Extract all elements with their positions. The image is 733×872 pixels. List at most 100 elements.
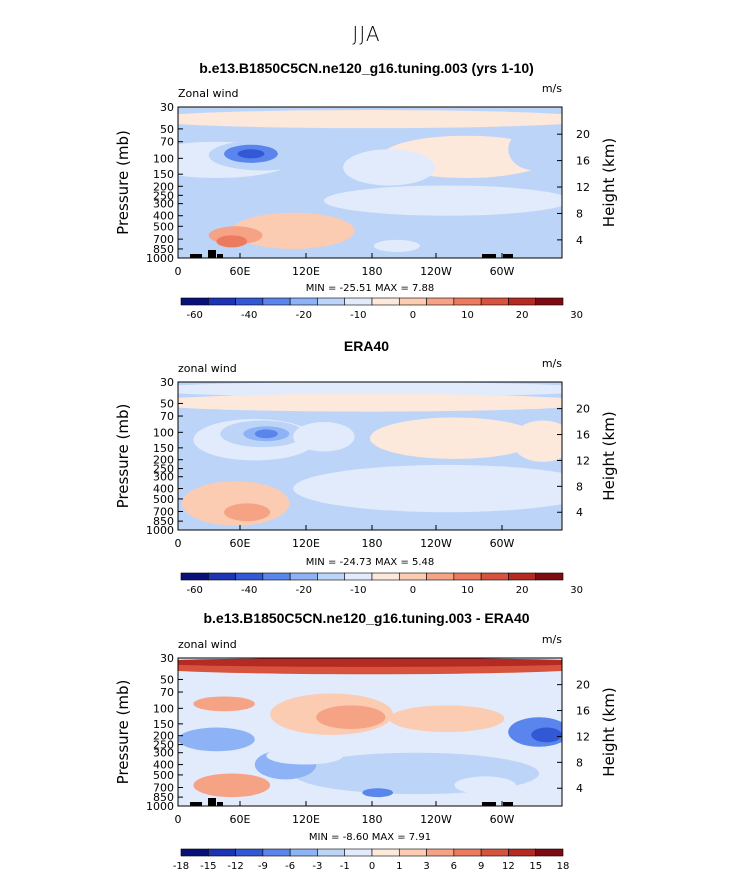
contour-fill: [178, 382, 562, 526]
colorbar-swatch: [207, 848, 236, 857]
y-tick-label: 150: [153, 168, 174, 181]
y-tick-label: 300: [153, 471, 174, 484]
colorbar-label: 0: [410, 585, 416, 596]
colorbar-swatch: [453, 848, 482, 857]
contour-region: [362, 788, 394, 798]
plot-frame: [177, 657, 563, 807]
colorbar-label: 0: [410, 310, 416, 321]
colorbar-swatch: [453, 572, 482, 581]
contour-region: [254, 429, 278, 439]
y2-tick-label: 4: [576, 234, 583, 247]
y2-tick-label: 8: [576, 207, 583, 220]
units-label: m/s: [542, 82, 562, 95]
y2-axis-title: Height (km): [600, 411, 618, 500]
colorbar-swatch: [480, 848, 509, 857]
colorbar-swatch: [344, 297, 373, 306]
y-axis-title: Pressure (mb): [114, 680, 132, 785]
colorbar-label: -1: [340, 861, 350, 872]
colorbar-swatch: [480, 572, 509, 581]
colorbar-swatch: [535, 572, 564, 581]
panel-3: zonal wind m/s305070100150200250300400500…: [114, 633, 618, 872]
y-tick-label: 150: [153, 442, 174, 455]
colorbar-swatch: [371, 572, 400, 581]
colorbar-swatch: [207, 572, 236, 581]
y-tick-label: 300: [153, 198, 174, 211]
colorbar-label: 0: [369, 861, 375, 872]
colorbar-swatch: [426, 848, 455, 857]
y2-tick-label: 16: [576, 705, 590, 718]
colorbar-label: -40: [241, 585, 257, 596]
y2-axis-title: Height (km): [600, 138, 618, 227]
topography-mark: [190, 802, 202, 806]
y-tick-label: 200: [153, 180, 174, 193]
corner-label-left: Zonal wind: [178, 87, 239, 100]
y2-tick-label: 20: [576, 128, 590, 141]
x-tick-label: 120E: [292, 265, 320, 278]
colorbar-label: -10: [350, 585, 366, 596]
colorbar-swatch: [426, 297, 455, 306]
x-tick-label: 60E: [230, 537, 251, 550]
colorbar-label: 20: [516, 310, 529, 321]
x-tick-label: 60W: [490, 813, 515, 826]
colorbar-swatch: [235, 297, 264, 306]
x-tick-label: 120W: [420, 537, 452, 550]
topography-mark: [208, 798, 216, 806]
contour-region: [266, 746, 344, 765]
panel-1: Zonal wind m/s305070100150200250300400500…: [114, 82, 618, 321]
y2-tick-label: 12: [576, 181, 590, 194]
contour-region: [231, 212, 355, 249]
y-tick-label: 250: [153, 189, 174, 202]
y-tick-label: 100: [153, 152, 174, 165]
x-tick-label: 60E: [230, 813, 251, 826]
contour-region: [293, 421, 355, 452]
min-max-stats: MIN = -8.60 MAX = 7.91: [309, 832, 431, 843]
units-label: m/s: [542, 357, 562, 370]
y-axis-title: Pressure (mb): [114, 404, 132, 509]
x-tick-label: 120W: [420, 265, 452, 278]
colorbar-swatch: [426, 572, 455, 581]
colorbar-swatch: [535, 297, 564, 306]
plot-frame: [177, 381, 563, 531]
corner-label-left: zonal wind: [178, 362, 237, 375]
colorbar-label: 3: [423, 861, 429, 872]
y-tick-label: 500: [153, 220, 174, 233]
y-tick-label: 500: [153, 769, 174, 782]
y-tick-label: 70: [160, 136, 174, 149]
y-tick-label: 400: [153, 210, 174, 223]
colorbar-swatch: [262, 297, 291, 306]
colorbar-swatch: [535, 848, 564, 857]
y2-tick-label: 12: [576, 454, 590, 467]
topography-mark: [208, 250, 216, 258]
colorbar-label: 18: [557, 861, 570, 872]
contour-region: [531, 727, 562, 743]
topography-mark: [217, 802, 223, 806]
contour-region: [316, 705, 386, 730]
contour-region: [343, 149, 436, 186]
colorbar-swatch: [289, 572, 318, 581]
y2-tick-label: 20: [576, 403, 590, 416]
contour-region: [373, 239, 420, 252]
units-label: m/s: [542, 633, 562, 646]
y-tick-label: 50: [160, 673, 174, 686]
contour-region: [389, 705, 505, 732]
colorbar-swatch: [480, 297, 509, 306]
contour-region: [512, 420, 562, 462]
x-tick-label: 120W: [420, 813, 452, 826]
min-max-stats: MIN = -24.73 MAX = 5.48: [306, 557, 435, 568]
colorbar-label: -18: [173, 861, 189, 872]
panel-1-title: b.e13.B1850C5CN.ne120_g16.tuning.003 (yr…: [199, 60, 534, 76]
y-tick-label: 500: [153, 493, 174, 506]
y-tick-label: 250: [153, 463, 174, 476]
y-tick-label: 700: [153, 506, 174, 519]
x-tick-label: 180: [362, 537, 383, 550]
colorbar-swatch: [317, 572, 346, 581]
colorbar-swatch: [317, 848, 346, 857]
colorbar-swatch: [262, 848, 291, 857]
y-tick-label: 150: [153, 718, 174, 731]
x-tick-label: 60W: [490, 265, 515, 278]
panel-2: zonal wind m/s305070100150200250300400500…: [114, 357, 618, 596]
colorbar-swatch: [180, 848, 209, 857]
plot-frame: [177, 106, 563, 259]
corner-label-left: zonal wind: [178, 638, 237, 651]
panel-3-title: b.e13.B1850C5CN.ne120_g16.tuning.003 - E…: [203, 610, 530, 626]
